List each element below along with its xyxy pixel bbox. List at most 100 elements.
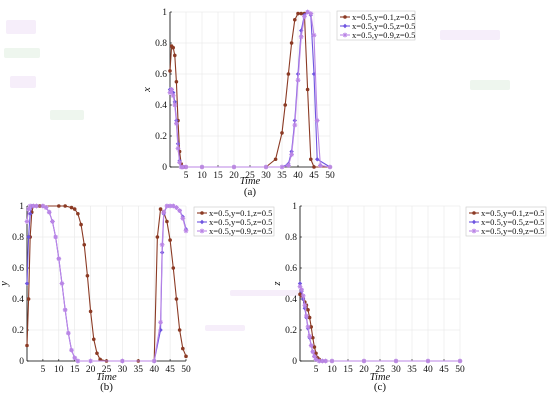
data-point — [72, 355, 78, 361]
data-point — [40, 203, 46, 209]
panel-label: (c) — [374, 381, 387, 393]
data-point — [311, 335, 315, 340]
legend-marker — [472, 211, 476, 215]
data-point — [361, 358, 367, 364]
data-point — [172, 102, 178, 108]
data-point — [299, 287, 304, 293]
data-point — [168, 69, 172, 73]
x-tick-label: 20 — [359, 365, 369, 375]
data-point — [306, 308, 310, 312]
legend-entry: x=0.5,y=0.1,z=0.5 — [352, 12, 415, 22]
data-point — [24, 219, 30, 224]
background-artifact — [205, 325, 245, 331]
data-point — [314, 118, 320, 123]
data-point — [312, 165, 316, 169]
panel-label: (b) — [100, 381, 113, 393]
data-point — [69, 347, 74, 353]
y-tick-label: 0.2 — [285, 326, 297, 336]
y-tick-label: 0.4 — [285, 295, 297, 305]
x-tick-label: 45 — [309, 171, 319, 181]
x-tick-label: 5 — [314, 365, 319, 375]
data-point — [309, 157, 313, 162]
x-tick-label: 5 — [41, 365, 46, 375]
data-point — [307, 333, 312, 339]
data-point — [318, 163, 323, 168]
background-artifact — [10, 76, 36, 88]
data-point — [298, 34, 304, 40]
data-point — [180, 164, 186, 170]
data-point — [393, 358, 399, 364]
data-point — [167, 203, 173, 209]
legend: x=0.5,y=0.1,z=0.5x=0.5,y=0.5,z=0.5x=0.5,… — [193, 206, 275, 237]
data-point — [312, 353, 317, 359]
data-point — [313, 357, 319, 362]
data-point — [425, 358, 431, 364]
y-tick-label: 0.2 — [12, 326, 24, 336]
x-tick-label: 40 — [149, 365, 159, 375]
data-point — [199, 164, 205, 170]
data-point — [25, 343, 29, 348]
x-tick-label: 25 — [375, 365, 385, 375]
data-point — [170, 93, 176, 99]
data-point — [27, 203, 33, 209]
series-3 — [167, 9, 333, 170]
x-tick-label: 50 — [181, 365, 191, 375]
data-point — [312, 345, 317, 349]
data-point — [30, 203, 36, 209]
data-point — [305, 87, 310, 92]
chart-panel-a: 5 10 15 20 25 30 35 40 45 50 0 0.2 0.4 0.6 0.8 1 Time x (a… — [142, 8, 415, 198]
y-tick-label: 0.6 — [12, 264, 24, 274]
x-tick-label: 5 — [184, 171, 189, 181]
data-point — [174, 121, 179, 126]
data-point — [173, 53, 177, 58]
y-tick-label: 0.6 — [155, 70, 167, 80]
data-point — [305, 324, 311, 330]
legend: x=0.5,y=0.1,z=0.5x=0.5,y=0.5,z=0.5x=0.5,… — [465, 206, 547, 237]
data-point — [293, 17, 297, 22]
data-point — [88, 358, 93, 364]
data-point — [263, 164, 269, 170]
data-point — [320, 358, 325, 364]
data-point — [329, 358, 335, 364]
data-point — [169, 87, 174, 92]
legend: x=0.5,y=0.1,z=0.5x=0.5,y=0.5,z=0.5x=0.5,… — [336, 10, 415, 41]
data-point — [314, 351, 318, 356]
data-point — [183, 164, 189, 170]
data-point — [308, 343, 314, 348]
data-point — [82, 242, 87, 247]
x-tick-label: 45 — [439, 365, 449, 375]
data-point — [299, 11, 304, 16]
data-point — [315, 157, 320, 162]
data-point — [75, 358, 81, 364]
legend-entry: x=0.5,y=0.5,z=0.5 — [481, 217, 544, 227]
data-point — [53, 234, 59, 240]
data-point — [95, 351, 99, 356]
data-point — [27, 211, 33, 216]
data-point — [168, 238, 172, 242]
legend-marker — [342, 32, 348, 38]
data-point — [289, 41, 294, 45]
data-point — [56, 256, 62, 262]
x-axis-label: Time — [96, 372, 117, 383]
data-point — [91, 337, 96, 342]
data-point — [174, 79, 179, 84]
x-tick-label: 30 — [391, 365, 401, 375]
y-tick-label: 0.4 — [12, 295, 24, 305]
legend-entry: x=0.5,y=0.9,z=0.5 — [352, 30, 415, 40]
x-tick-label: 30 — [118, 365, 128, 375]
data-point — [170, 203, 176, 209]
background-artifact — [6, 20, 36, 34]
data-point — [308, 11, 314, 16]
data-point — [280, 131, 284, 135]
data-point — [85, 273, 90, 278]
data-point — [296, 11, 300, 16]
data-point — [120, 358, 125, 364]
x-tick-label: 15 — [213, 171, 223, 181]
x-tick-label: 10 — [327, 365, 337, 375]
x-tick-label: 20 — [229, 171, 239, 181]
data-point — [59, 281, 65, 286]
x-tick-label: 45 — [165, 365, 175, 375]
data-point — [457, 358, 463, 364]
background-artifact — [4, 48, 40, 58]
data-point — [62, 307, 68, 313]
